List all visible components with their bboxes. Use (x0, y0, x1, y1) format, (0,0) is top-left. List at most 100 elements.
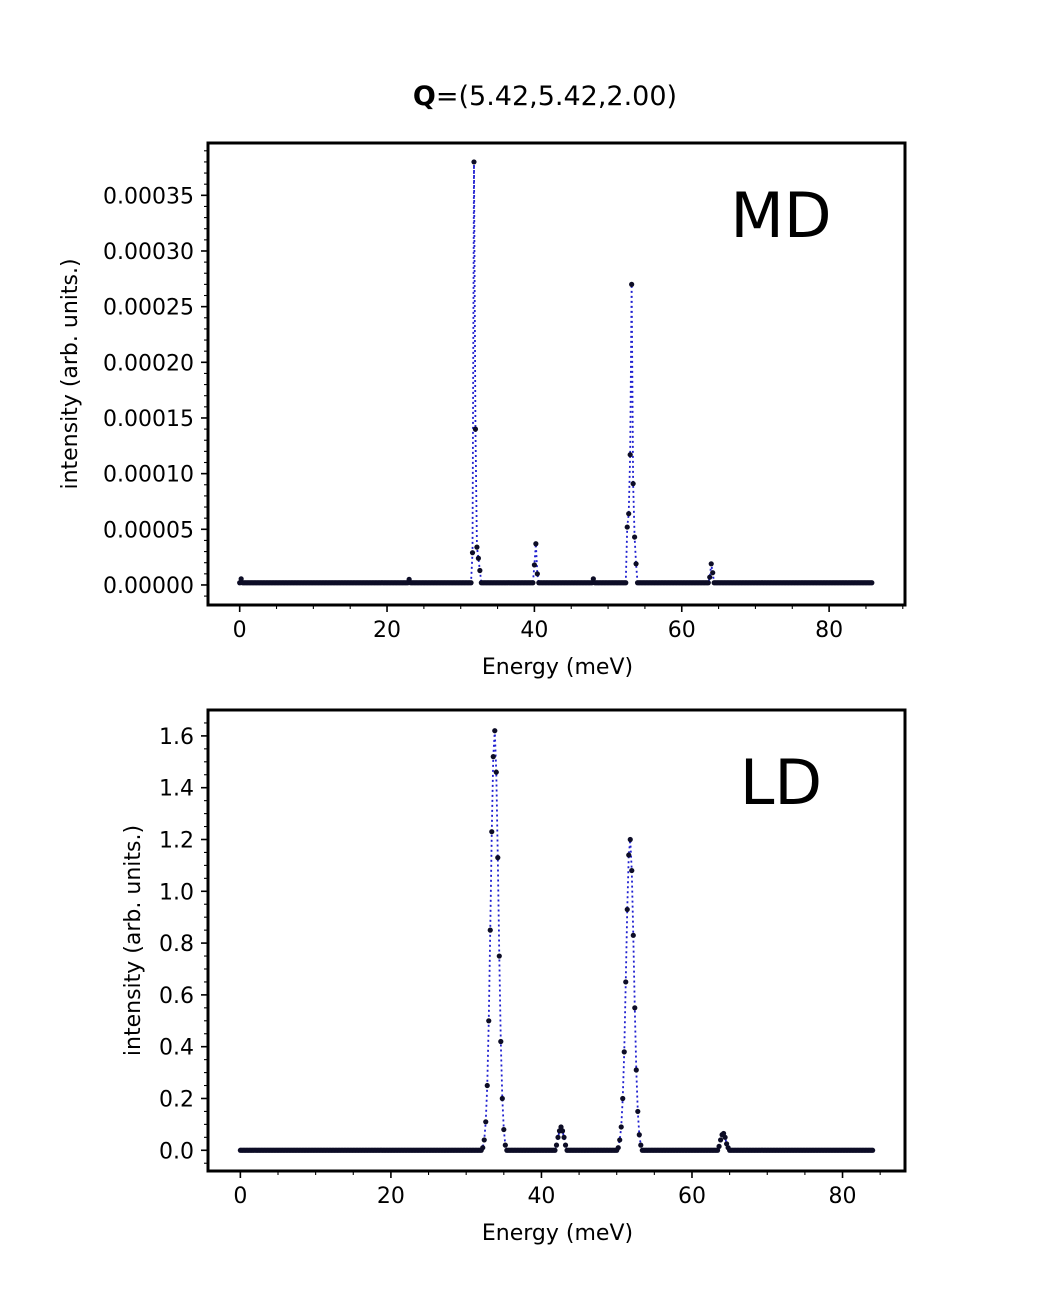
ld-x-tick-label: 20 (377, 1184, 405, 1209)
md-data-point (623, 580, 629, 586)
md-data-point (468, 580, 474, 586)
ld-y-tick-label: 0.4 (159, 1036, 194, 1061)
ld-data-point (624, 906, 630, 913)
md-data-point (477, 567, 483, 574)
ld-y-tick-label: 0.6 (159, 984, 194, 1009)
md-data-point (630, 481, 636, 487)
ld-data-point (627, 836, 633, 843)
ld-data-point (493, 769, 499, 775)
ld-data-point (552, 1147, 558, 1153)
md-data-point (531, 562, 538, 568)
ld-y-tick-label: 1.0 (159, 880, 194, 905)
ld-data-point (716, 1143, 722, 1149)
md-y-tick-label: 0.00010 (103, 463, 194, 488)
md-data-point (626, 511, 632, 517)
md-data-point (629, 281, 635, 287)
ld-data-point (623, 979, 629, 985)
ld-data-point (633, 1067, 639, 1073)
ld-data-point (489, 829, 495, 835)
ld-data-point (495, 855, 501, 861)
ld-y-tick-label: 0.2 (159, 1087, 194, 1112)
ld-data-point (480, 1145, 486, 1151)
md-y-tick-label: 0.00000 (103, 574, 194, 599)
ld-data-point (722, 1134, 728, 1140)
md-data-point (474, 544, 480, 550)
md-y-tick-label: 0.00025 (103, 296, 194, 321)
md-data-point (633, 561, 639, 567)
md-data-point (624, 524, 630, 530)
ld-data-point (483, 1119, 489, 1125)
md-x-tick-label: 60 (668, 618, 696, 643)
md-y-axis-label: intensity (arb. units.) (58, 258, 83, 489)
ld-panel: 0 20 40 60 80 0.0 0.2 0.4 0.6 0.8 1.0 1.2 1.4 1.6 Ener… (121, 708, 907, 1246)
md-data-point (530, 580, 536, 586)
md-x-tick-label: 40 (520, 618, 548, 643)
md-data-point (869, 580, 875, 586)
ld-data-point (618, 1124, 624, 1130)
md-y-tick-label: 0.00020 (103, 351, 194, 376)
ld-data-point (632, 1005, 638, 1011)
ld-data-point (502, 1142, 508, 1148)
ld-data-point (555, 1134, 561, 1140)
md-panel: 0 20 40 60 80 0.00000 0.00005 0.00010 0.00015 0.0… (58, 141, 907, 680)
ld-data-point (499, 1095, 505, 1102)
md-x-tick-label: 80 (815, 618, 843, 643)
ld-data-point (615, 1145, 621, 1151)
md-y-tick-label: 0.00035 (103, 184, 194, 209)
ld-data-point (638, 1142, 644, 1148)
md-series-points (237, 159, 875, 586)
ld-data-point (620, 1095, 626, 1102)
ld-data-point (629, 867, 635, 874)
figure-title-bold: Q (413, 81, 436, 112)
md-data-point (472, 426, 479, 432)
ld-y-tick-label: 1.2 (159, 828, 194, 853)
ld-y-tick-label: 1.6 (159, 725, 194, 750)
md-panel-label: MD (730, 179, 831, 252)
md-x-tick-label: 0 (233, 618, 247, 643)
md-data-point (705, 580, 711, 586)
ld-data-point (487, 927, 493, 933)
md-y-tick-label: 0.00015 (103, 407, 194, 432)
md-data-point (469, 550, 476, 556)
ld-x-tick-label: 60 (678, 1184, 706, 1209)
ld-data-point (490, 754, 496, 760)
md-x-tick-label: 20 (373, 618, 401, 643)
ld-data-point (553, 1142, 560, 1148)
ld-data-point (621, 1049, 627, 1055)
ld-data-point (617, 1137, 623, 1143)
ld-data-point (636, 1132, 642, 1138)
ld-plot-frame (206, 708, 907, 1173)
ld-data-point (870, 1147, 876, 1153)
ld-series-points (237, 728, 876, 1153)
ld-x-tick-label: 0 (233, 1184, 247, 1209)
ld-data-point (635, 1108, 641, 1115)
md-data-point (707, 574, 713, 580)
ld-data-point (484, 1082, 490, 1089)
ld-x-axis-label: Energy (meV) (482, 1221, 633, 1246)
md-data-point (471, 159, 477, 165)
ld-data-point (562, 1142, 569, 1148)
md-data-point (632, 534, 638, 540)
ld-data-point (486, 1018, 492, 1024)
ld-data-point (559, 1128, 566, 1134)
md-data-point (627, 452, 633, 458)
md-y-tick-label: 0.00005 (103, 518, 194, 543)
ld-data-point (561, 1134, 567, 1140)
figure-title-rest: =(5.42,5.42,2.00) (436, 81, 677, 112)
ld-y-tick-label: 0.0 (159, 1139, 194, 1164)
ld-y-axis-label: intensity (arb. units.) (121, 825, 146, 1056)
figure-title: Q=(5.42,5.42,2.00) (413, 81, 677, 112)
md-y-tick-label: 0.00030 (103, 240, 194, 265)
ld-data-point (481, 1137, 487, 1143)
md-data-point (533, 541, 539, 547)
ld-y-tick-label: 0.8 (159, 932, 194, 957)
ld-data-point (501, 1126, 507, 1133)
ld-data-point (492, 728, 498, 734)
ld-data-point (496, 953, 502, 959)
md-data-point (475, 555, 481, 561)
md-data-point (534, 571, 540, 577)
ld-panel-label: LD (740, 746, 822, 819)
ld-data-point (626, 852, 632, 858)
md-data-point (708, 561, 714, 567)
